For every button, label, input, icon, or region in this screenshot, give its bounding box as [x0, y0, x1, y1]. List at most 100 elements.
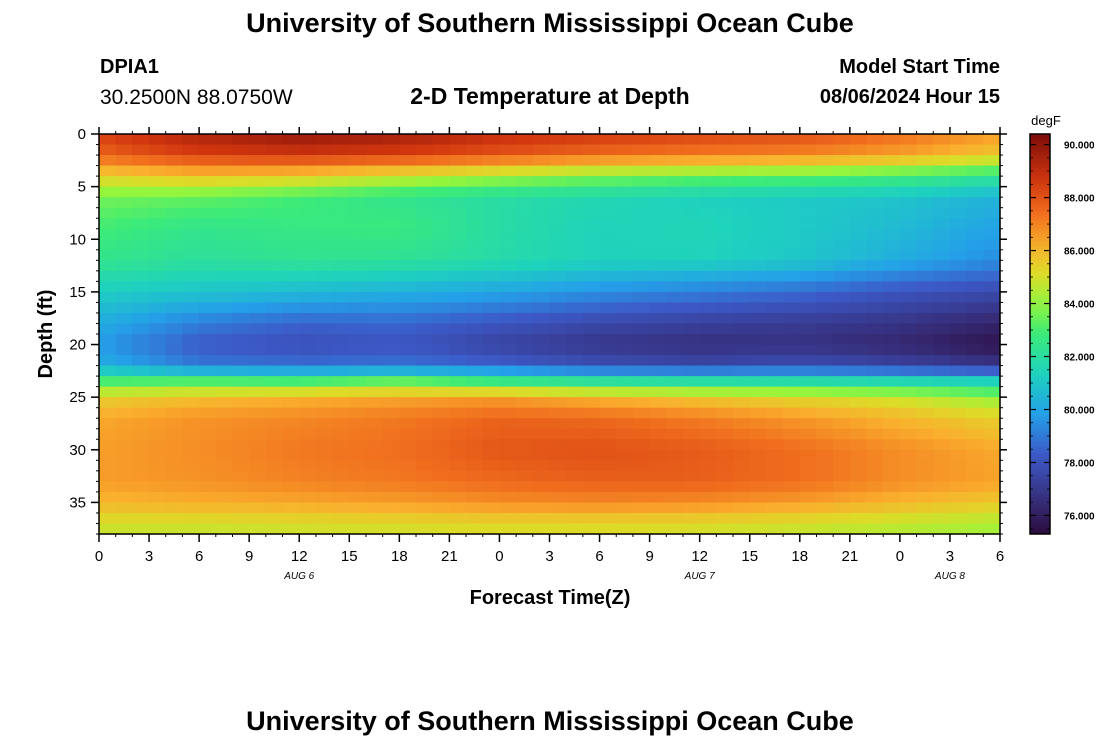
heatmap-cell: [649, 291, 667, 304]
heatmap-cell: [282, 207, 300, 219]
heatmap-cell: [566, 249, 584, 261]
heatmap-cell: [749, 291, 768, 304]
heatmap-cell: [315, 281, 334, 293]
heatmap-cell: [649, 355, 667, 367]
heatmap-cell: [532, 270, 551, 282]
heatmap-cell: [649, 218, 667, 230]
heatmap-cell: [549, 523, 567, 535]
heatmap-cell: [232, 302, 250, 314]
heatmap-cell: [582, 449, 601, 461]
heatmap-cell: [432, 344, 450, 356]
heatmap-cell: [115, 439, 133, 451]
heatmap-cell: [966, 218, 984, 230]
heatmap-cell: [466, 334, 484, 346]
heatmap-cell: [182, 512, 200, 525]
heatmap-cell: [299, 186, 317, 198]
heatmap-cell: [599, 270, 617, 282]
heatmap-cell: [199, 228, 217, 240]
heatmap-cell: [99, 428, 117, 440]
heatmap-cell: [99, 155, 117, 167]
heatmap-cell: [115, 176, 133, 188]
heatmap-cell: [349, 355, 367, 367]
heatmap-cell: [632, 523, 651, 535]
heatmap-cell: [482, 291, 501, 304]
heatmap-cell: [249, 218, 267, 230]
heatmap-cell: [632, 281, 651, 293]
heatmap-cell: [649, 144, 667, 156]
heatmap-cell: [115, 460, 133, 472]
heatmap-cell: [632, 418, 651, 430]
heatmap-cell: [466, 481, 484, 493]
heatmap-cell: [265, 281, 284, 293]
heatmap-cell: [682, 144, 701, 156]
heatmap-cell: [282, 481, 300, 493]
heatmap-cell: [899, 512, 918, 525]
y-tick-label: 35: [69, 494, 86, 511]
heatmap-cell: [599, 291, 617, 304]
x-tick-label: 3: [145, 548, 153, 565]
heatmap-cell: [249, 470, 267, 482]
heatmap-cell: [866, 197, 884, 209]
heatmap-cell: [766, 239, 784, 251]
heatmap-cell: [132, 365, 150, 377]
heatmap-cell: [716, 207, 734, 219]
heatmap-cell: [933, 134, 951, 146]
heatmap-cell: [866, 418, 884, 430]
heatmap-cell: [165, 418, 184, 430]
heatmap-cell: [682, 176, 701, 188]
heatmap-cell: [365, 365, 384, 377]
heatmap-cell: [549, 186, 567, 198]
heatmap-cell: [933, 481, 951, 493]
heatmap-cell: [365, 355, 384, 367]
heatmap-cell: [666, 260, 684, 272]
heatmap-cell: [649, 186, 667, 198]
heatmap-cell: [883, 323, 901, 335]
heatmap-cell: [549, 439, 567, 451]
heatmap-cell: [682, 365, 701, 377]
heatmap-cell: [432, 407, 450, 419]
heatmap-cell: [849, 260, 868, 272]
heatmap-cell: [966, 281, 984, 293]
heatmap-cell: [215, 176, 234, 188]
heatmap-cell: [466, 197, 484, 209]
heatmap-cell: [933, 460, 951, 472]
heatmap-cell: [315, 491, 334, 504]
heatmap-cell: [916, 270, 934, 282]
heatmap-cell: [516, 197, 534, 209]
heatmap-cell: [666, 323, 684, 335]
heatmap-cell: [716, 281, 734, 293]
heatmap-cell: [983, 460, 1001, 472]
heatmap-cell: [899, 176, 918, 188]
heatmap-cell: [599, 249, 617, 261]
heatmap-cell: [716, 144, 734, 156]
heatmap-cell: [165, 512, 184, 525]
heatmap-cell: [682, 418, 701, 430]
heatmap-cell: [165, 165, 184, 177]
heatmap-cell: [666, 239, 684, 251]
heatmap-cell: [549, 502, 567, 514]
heatmap-cell: [149, 481, 167, 493]
heatmap-cell: [482, 491, 501, 504]
heatmap-cell: [599, 470, 617, 482]
heatmap-cell: [365, 134, 384, 146]
heatmap-cell: [382, 344, 400, 356]
heatmap-cell: [332, 186, 350, 198]
heatmap-cell: [983, 249, 1001, 261]
y-tick-label: 25: [69, 389, 86, 406]
heatmap-cell: [399, 460, 417, 472]
heatmap-cell: [616, 481, 634, 493]
heatmap-cell: [733, 512, 751, 525]
heatmap-cell: [666, 460, 684, 472]
x-tick-label: 12: [691, 548, 708, 565]
heatmap-cell: [365, 376, 384, 388]
heatmap-cell: [983, 186, 1001, 198]
colorbar-tick-label: 84.000: [1064, 300, 1095, 311]
heatmap-cell: [966, 491, 984, 504]
heatmap-cell: [182, 523, 200, 535]
heatmap-cell: [916, 334, 934, 346]
heatmap-cell: [632, 134, 651, 146]
heatmap-cell: [966, 502, 984, 514]
heatmap-cell: [549, 249, 567, 261]
heatmap-cell: [182, 491, 200, 504]
heatmap-cell: [682, 291, 701, 304]
